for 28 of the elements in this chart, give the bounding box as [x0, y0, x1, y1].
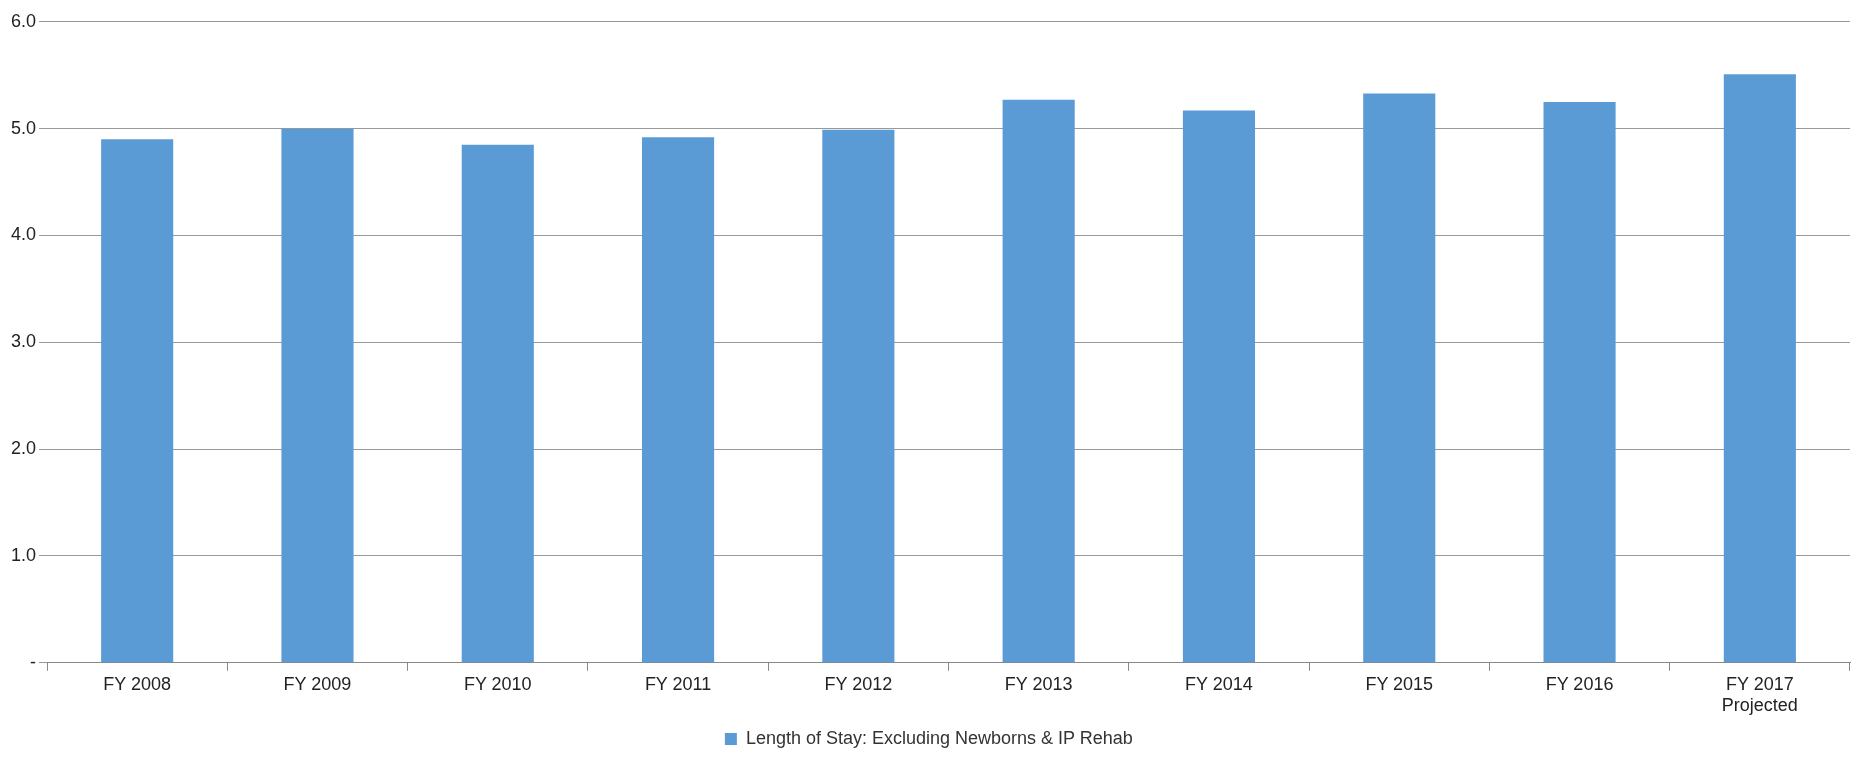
x-tick-label: FY 2011 [644, 673, 712, 694]
x-tick-label: FY 2016 [1545, 673, 1614, 694]
y-tick-label: - [30, 651, 37, 672]
bar [101, 139, 174, 663]
bar [1363, 93, 1436, 663]
bar [1002, 99, 1075, 663]
y-tick-label: 4.0 [10, 224, 37, 245]
x-tick-label: FY 2014 [1185, 673, 1253, 694]
legend-label: Length of Stay: Excluding Newborns & IP Rehab [745, 727, 1133, 748]
y-tick-label: 1.0 [10, 544, 37, 565]
bar [822, 129, 895, 663]
bar [642, 137, 715, 663]
x-tick-label: FY 2008 [103, 673, 172, 694]
bar [461, 144, 534, 663]
x-tick-label: FY 2017 Projected [1721, 673, 1798, 716]
bar [281, 128, 354, 663]
x-tick-label: FY 2015 [1365, 673, 1434, 694]
x-tick-label: FY 2012 [824, 673, 893, 694]
x-tick-label: FY 2009 [283, 673, 352, 694]
x-tick-label: FY 2013 [1004, 673, 1073, 694]
y-tick-label: 3.0 [10, 331, 37, 352]
bar [1723, 74, 1796, 663]
bar [1543, 101, 1616, 663]
y-tick-label: 2.0 [10, 438, 37, 459]
bar [1182, 110, 1256, 663]
y-tick-label: 6.0 [10, 10, 37, 31]
x-tick-label: FY 2010 [463, 673, 532, 694]
y-tick-label: 5.0 [10, 117, 37, 138]
